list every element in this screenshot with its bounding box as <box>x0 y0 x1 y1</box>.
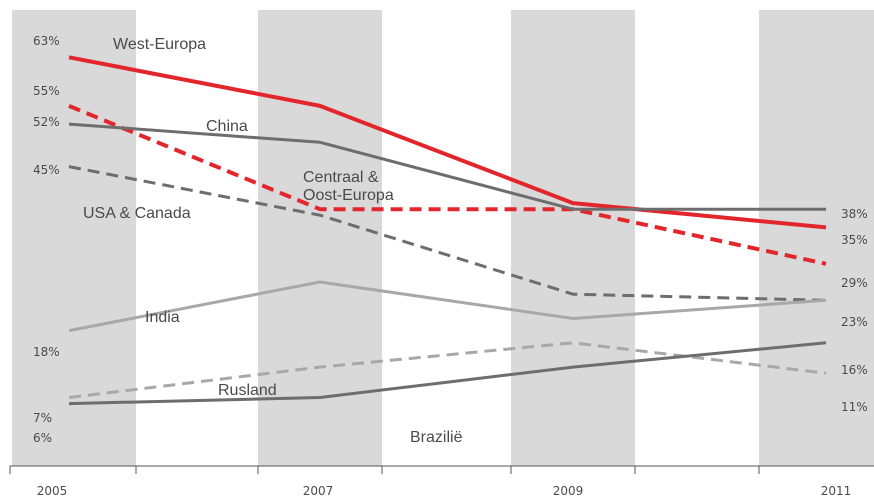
series-line <box>68 341 827 406</box>
series-name-label: West-Europa <box>113 36 206 53</box>
series-line <box>68 341 827 399</box>
end-value-label: 35% <box>841 233 868 247</box>
start-value-label: 55% <box>33 84 60 98</box>
year-bands <box>12 10 874 466</box>
end-value-label: 29% <box>841 276 868 290</box>
start-value-label: 7% <box>33 411 52 425</box>
series-name-label: Centraal & Oost-Europa <box>303 169 394 204</box>
series-name-label: USA & Canada <box>83 205 191 222</box>
start-value-label: 18% <box>33 345 60 359</box>
x-tick-label: 2007 <box>303 484 334 498</box>
end-value-label: 16% <box>841 363 868 377</box>
end-value-labels: 38% 35% 29% 23% 16% 11% <box>841 207 868 414</box>
series-line <box>68 104 827 266</box>
series-line <box>68 165 827 302</box>
year-band <box>759 10 874 466</box>
series-name-label: China <box>206 118 248 135</box>
end-value-label: 38% <box>841 207 868 221</box>
series-line <box>68 55 827 230</box>
start-value-label: 45% <box>33 163 60 177</box>
x-tick-label: 2011 <box>821 484 852 498</box>
start-value-labels: 63% 55% 52% 45% 18% 7% 6% <box>33 34 60 445</box>
series-name-labels: West-Europa USA & Canada China Centraal & Oo… <box>83 36 463 446</box>
end-value-label: 11% <box>841 400 868 414</box>
series-name-label: Rusland <box>218 382 277 399</box>
start-value-label: 6% <box>33 431 52 445</box>
series-lines <box>68 55 827 406</box>
series-name-label: India <box>145 309 180 326</box>
series-name-label: Brazilië <box>410 429 463 446</box>
year-band <box>258 10 382 466</box>
start-value-label: 63% <box>33 34 60 48</box>
year-band <box>511 10 635 466</box>
series-line <box>68 122 826 211</box>
x-tick-label: 2009 <box>553 484 584 498</box>
end-value-label: 23% <box>841 315 868 329</box>
year-band <box>12 10 136 466</box>
series-line <box>68 280 827 333</box>
start-value-label: 52% <box>33 115 60 129</box>
x-axis: 2005 2007 2009 2011 <box>9 465 874 498</box>
x-tick-label: 2005 <box>37 484 68 498</box>
